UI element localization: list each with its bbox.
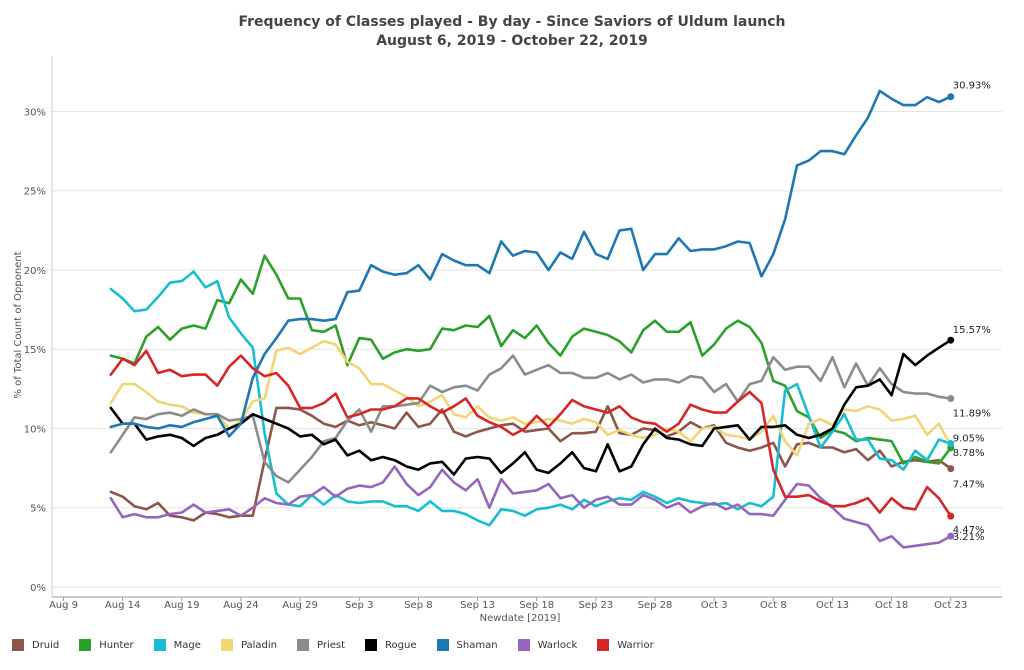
legend-item-hunter: Hunter (79, 639, 134, 651)
legend-swatch (297, 639, 310, 651)
end-marker-warlock (947, 532, 955, 540)
chart-subtitle: August 6, 2019 - October 22, 2019 (376, 33, 648, 49)
end-marker-rogue (947, 336, 955, 344)
y-axis-title: % of Total Count of Opponent (13, 251, 24, 398)
legend-label: Paladin (240, 639, 278, 651)
legend-item-warlock: Warlock (517, 639, 578, 651)
end-label-warrior: 4.47% (953, 525, 985, 536)
legend-swatch (12, 639, 24, 651)
y-tick-label: 10% (24, 424, 46, 435)
legend-item-mage: Mage (153, 639, 201, 651)
x-tick-label: Oct 23 (934, 600, 967, 611)
series-line-priest (109, 354, 953, 484)
x-tick-label: Sep 18 (519, 600, 554, 611)
end-marker-mage (947, 440, 955, 448)
legend-label: Rogue (385, 639, 417, 651)
x-tick-label: Aug 29 (282, 600, 317, 611)
series-line-warlock (109, 465, 953, 549)
x-tick-labels: Aug 9 Aug 14 Aug 19 Aug 24 Aug 29 Sep 3 Sep 8 S… (49, 597, 967, 611)
x-tick-label: Oct 18 (875, 600, 908, 611)
end-marker-druid (947, 465, 955, 473)
x-tick-label: Oct 8 (760, 600, 787, 611)
end-labels: 7.47% 8.78% 9.05% 11.89% 15.57% 30.93% 3.21%4.… (947, 81, 991, 543)
end-marker-warrior (947, 512, 955, 520)
x-tick-label: Aug 24 (223, 600, 258, 611)
legend: Druid Hunter Mage Paladin Priest Rogue Shaman W… (12, 636, 674, 654)
end-marker-priest (947, 395, 955, 403)
legend-swatch (436, 639, 449, 651)
line-chart: 0%5%10%15%20%25%30% Aug 9 Aug 14 Aug 19 Aug… (13, 56, 1002, 624)
legend-item-shaman: Shaman (436, 639, 498, 651)
legend-swatch (153, 639, 166, 651)
gridlines (52, 110, 1002, 588)
x-tick-label: Oct 13 (816, 600, 849, 611)
chart-title: Frequency of Classes played - By day - S… (238, 14, 786, 30)
legend-item-warrior: Warrior (597, 639, 654, 651)
end-label-warlock: 3.21% (953, 532, 985, 543)
y-tick-label: 25% (24, 187, 46, 198)
legend-label: Warrior (617, 639, 654, 651)
x-tick-label: Sep 13 (460, 600, 495, 611)
end-label-shaman: 30.93% (953, 81, 991, 92)
series-line-warrior (109, 349, 953, 518)
legend-item-druid: Druid (12, 639, 59, 651)
x-tick-label: Sep 28 (638, 600, 673, 611)
legend-swatch (597, 639, 610, 651)
legend-swatch (365, 639, 378, 651)
y-tick-label: 5% (30, 504, 46, 515)
end-label-priest: 11.89% (953, 409, 991, 420)
legend-label: Priest (317, 639, 346, 651)
legend-label: Mage (173, 639, 201, 651)
y-tick-label: 0% (30, 583, 46, 594)
series-line-mage (109, 270, 953, 527)
x-tick-label: Aug 14 (105, 600, 140, 611)
series-line-druid (109, 404, 953, 522)
end-label-mage: 9.05% (953, 434, 985, 445)
legend-label: Warlock (537, 639, 578, 651)
axes (51, 56, 1002, 598)
y-tick-label: 15% (24, 345, 46, 356)
x-axis-title: Newdate [2019] (480, 613, 561, 624)
y-tick-label: 20% (24, 266, 46, 277)
y-tick-labels: 0% 5% 10% 15% 20% 25% 30% (24, 107, 46, 594)
series-lines (109, 89, 953, 549)
end-label-druid: 7.47% (953, 480, 985, 491)
legend-swatch (220, 639, 233, 651)
end-label-rogue: 15.57% (953, 325, 991, 336)
x-tick-label: Oct 3 (701, 600, 728, 611)
x-tick-label: Sep 3 (345, 600, 373, 611)
legend-item-priest: Priest (297, 639, 345, 651)
legend-swatch (79, 639, 92, 651)
legend-label: Hunter (99, 639, 134, 651)
end-label-hunter: 8.78% (953, 448, 985, 459)
end-marker-shaman (947, 93, 955, 101)
x-tick-label: Sep 23 (578, 600, 613, 611)
series-line-rogue (109, 338, 953, 476)
legend-label: Shaman (456, 639, 498, 651)
series-line-shaman (109, 89, 953, 438)
y-tick-label: 30% (24, 107, 46, 118)
x-tick-label: Aug 9 (49, 600, 78, 611)
x-tick-label: Sep 8 (404, 600, 432, 611)
legend-item-rogue: Rogue (365, 639, 417, 651)
legend-swatch (517, 639, 530, 651)
x-tick-label: Aug 19 (164, 600, 199, 611)
legend-item-paladin: Paladin (220, 639, 278, 651)
legend-label: Druid (32, 639, 60, 651)
